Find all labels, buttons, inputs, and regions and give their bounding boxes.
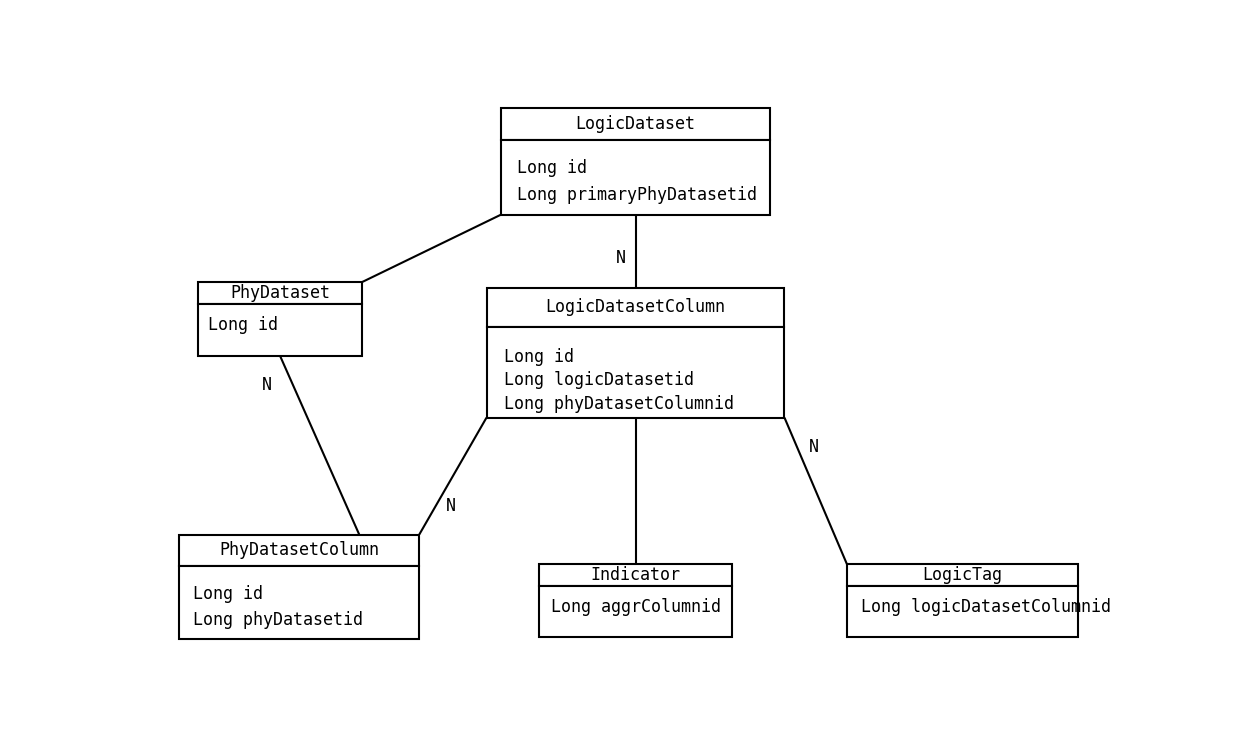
Bar xyxy=(179,534,419,566)
Bar xyxy=(539,586,732,638)
Text: N: N xyxy=(262,376,273,394)
Bar xyxy=(486,288,785,326)
Text: Long logicDatasetid: Long logicDatasetid xyxy=(505,371,694,389)
Text: N: N xyxy=(808,438,818,456)
Text: LogicTag: LogicTag xyxy=(923,566,1002,584)
Text: Indicator: Indicator xyxy=(590,566,681,584)
Text: Long phyDatasetid: Long phyDatasetid xyxy=(193,610,363,629)
Bar xyxy=(539,564,732,586)
Bar xyxy=(501,140,770,214)
Bar xyxy=(179,566,419,639)
Text: LogicDatasetColumn: LogicDatasetColumn xyxy=(546,299,725,316)
Bar xyxy=(847,564,1078,586)
Bar xyxy=(486,326,785,417)
Text: Long aggrColumnid: Long aggrColumnid xyxy=(551,598,720,616)
Text: Long id: Long id xyxy=(193,585,263,602)
Text: Long phyDatasetColumnid: Long phyDatasetColumnid xyxy=(505,395,734,414)
Bar xyxy=(847,586,1078,638)
Text: Long id: Long id xyxy=(208,316,278,335)
Text: N: N xyxy=(446,497,456,515)
Text: N: N xyxy=(616,249,626,267)
Text: PhyDatasetColumn: PhyDatasetColumn xyxy=(219,541,379,559)
Text: Long id: Long id xyxy=(517,159,587,177)
Text: Long id: Long id xyxy=(505,348,574,365)
Bar xyxy=(501,108,770,140)
Text: Long primaryPhyDatasetid: Long primaryPhyDatasetid xyxy=(517,186,758,203)
Text: PhyDataset: PhyDataset xyxy=(229,284,330,302)
Bar xyxy=(198,305,362,356)
Text: Long logicDatasetColumnid: Long logicDatasetColumnid xyxy=(861,598,1111,616)
Bar xyxy=(198,283,362,305)
Text: LogicDataset: LogicDataset xyxy=(575,115,696,132)
